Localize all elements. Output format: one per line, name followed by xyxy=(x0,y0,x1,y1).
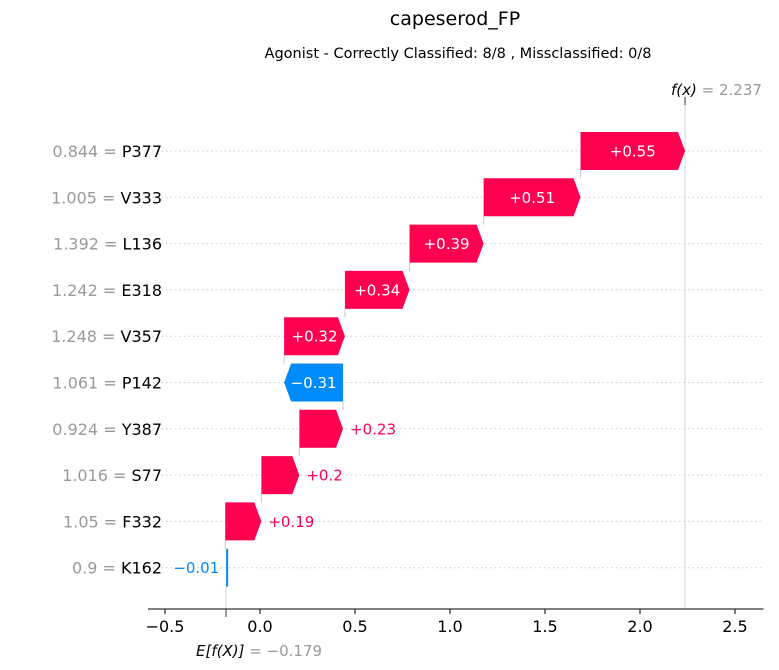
bar-value-label: +0.23 xyxy=(350,420,396,438)
feature-label: 1.05 = F332 xyxy=(63,512,162,531)
feature-name: K162 xyxy=(121,559,162,578)
bars: +0.55 +0.51 +0.39 +0.34 +0.32 −0.31 +0.23 +0.2 +… xyxy=(173,132,686,587)
annotations: E[f(X)] = −0.179 f(x) = 2.237 xyxy=(196,81,762,660)
grid-lines xyxy=(148,103,764,609)
feature-name: E318 xyxy=(121,281,162,300)
bar-value-label: −0.31 xyxy=(291,374,337,392)
x-axis: −0.5 0.0 0.5 1.0 1.5 2.0 2.5 xyxy=(146,608,764,636)
x-tick-label: 2.5 xyxy=(722,617,747,636)
x-tick-label: 1.0 xyxy=(437,617,462,636)
feature-label: 1.392 = L136 xyxy=(53,235,162,254)
output-value-math: f(x) xyxy=(671,81,702,99)
feature-value: 1.392 = xyxy=(53,235,122,254)
feature-name: P377 xyxy=(122,142,162,161)
output-value-label: f(x) = 2.237 xyxy=(671,81,762,99)
base-value-label: E[f(X)] = −0.179 xyxy=(196,642,322,660)
bar-F332 xyxy=(225,502,262,541)
feature-value: 0.9 = xyxy=(72,559,121,578)
bar-value-label: −0.01 xyxy=(173,559,219,577)
connector-lines xyxy=(224,170,581,549)
x-tick-label: 0.5 xyxy=(342,617,367,636)
feature-label: 1.016 = S77 xyxy=(62,466,162,485)
bar-P377 xyxy=(580,132,686,170)
feature-label: 1.005 = V333 xyxy=(51,188,162,207)
feature-label: 0.844 = P377 xyxy=(52,142,162,161)
feature-value: 0.844 = xyxy=(52,142,121,161)
chart-title: capeserod_FP xyxy=(390,8,520,30)
bar-value-label: +0.32 xyxy=(292,328,338,346)
bar-V357 xyxy=(284,317,345,356)
feature-value: 1.005 = xyxy=(51,188,120,207)
x-tick-label: 0.0 xyxy=(247,617,272,636)
feature-label: 0.924 = Y387 xyxy=(52,420,162,439)
feature-value: 1.242 = xyxy=(52,281,121,300)
bar-L136 xyxy=(409,224,484,263)
feature-name: V333 xyxy=(121,188,162,207)
feature-name: Y387 xyxy=(121,420,162,439)
feature-name: S77 xyxy=(131,466,162,485)
x-tick-label: 1.5 xyxy=(532,617,557,636)
feature-value: 1.016 = xyxy=(62,466,131,485)
chart-subtitle: Agonist - Correctly Classified: 8/8 , Mi… xyxy=(265,46,652,62)
x-tick-label: 2.0 xyxy=(627,617,652,636)
feature-label: 1.061 = P142 xyxy=(52,374,162,393)
bar-P142 xyxy=(284,363,344,402)
bar-value-label: +0.55 xyxy=(610,143,656,161)
bar-value-label: +0.2 xyxy=(306,467,342,485)
bar-Y387 xyxy=(299,409,344,448)
feature-label: 0.9 = K162 xyxy=(72,559,162,578)
feature-name: P142 xyxy=(122,374,162,393)
output-value-number: = 2.237 xyxy=(702,81,762,99)
feature-value: 1.05 = xyxy=(63,512,122,531)
feature-name: F332 xyxy=(122,512,162,531)
base-value-math: E[f(X)] xyxy=(196,642,249,660)
feature-name: V357 xyxy=(121,327,162,346)
feature-label: 1.248 = V357 xyxy=(51,327,162,346)
feature-value: 1.061 = xyxy=(52,374,121,393)
bar-value-label: +0.51 xyxy=(509,189,555,207)
feature-value: 1.248 = xyxy=(51,327,120,346)
feature-label: 1.242 = E318 xyxy=(52,281,162,300)
bar-E318 xyxy=(344,270,410,309)
bar-S77 xyxy=(261,456,300,495)
feature-labels: 0.844 = P377 1.005 = V333 1.392 = L136 1.24… xyxy=(51,142,162,578)
feature-name: L136 xyxy=(123,235,162,254)
base-value-number: = −0.179 xyxy=(249,642,322,660)
bar-value-label: +0.34 xyxy=(354,281,400,299)
feature-value: 0.924 = xyxy=(52,420,121,439)
bar-V333 xyxy=(483,178,581,217)
x-tick-label: −0.5 xyxy=(146,617,185,636)
bar-value-label: +0.39 xyxy=(424,235,470,253)
bar-value-label: +0.19 xyxy=(268,513,314,531)
